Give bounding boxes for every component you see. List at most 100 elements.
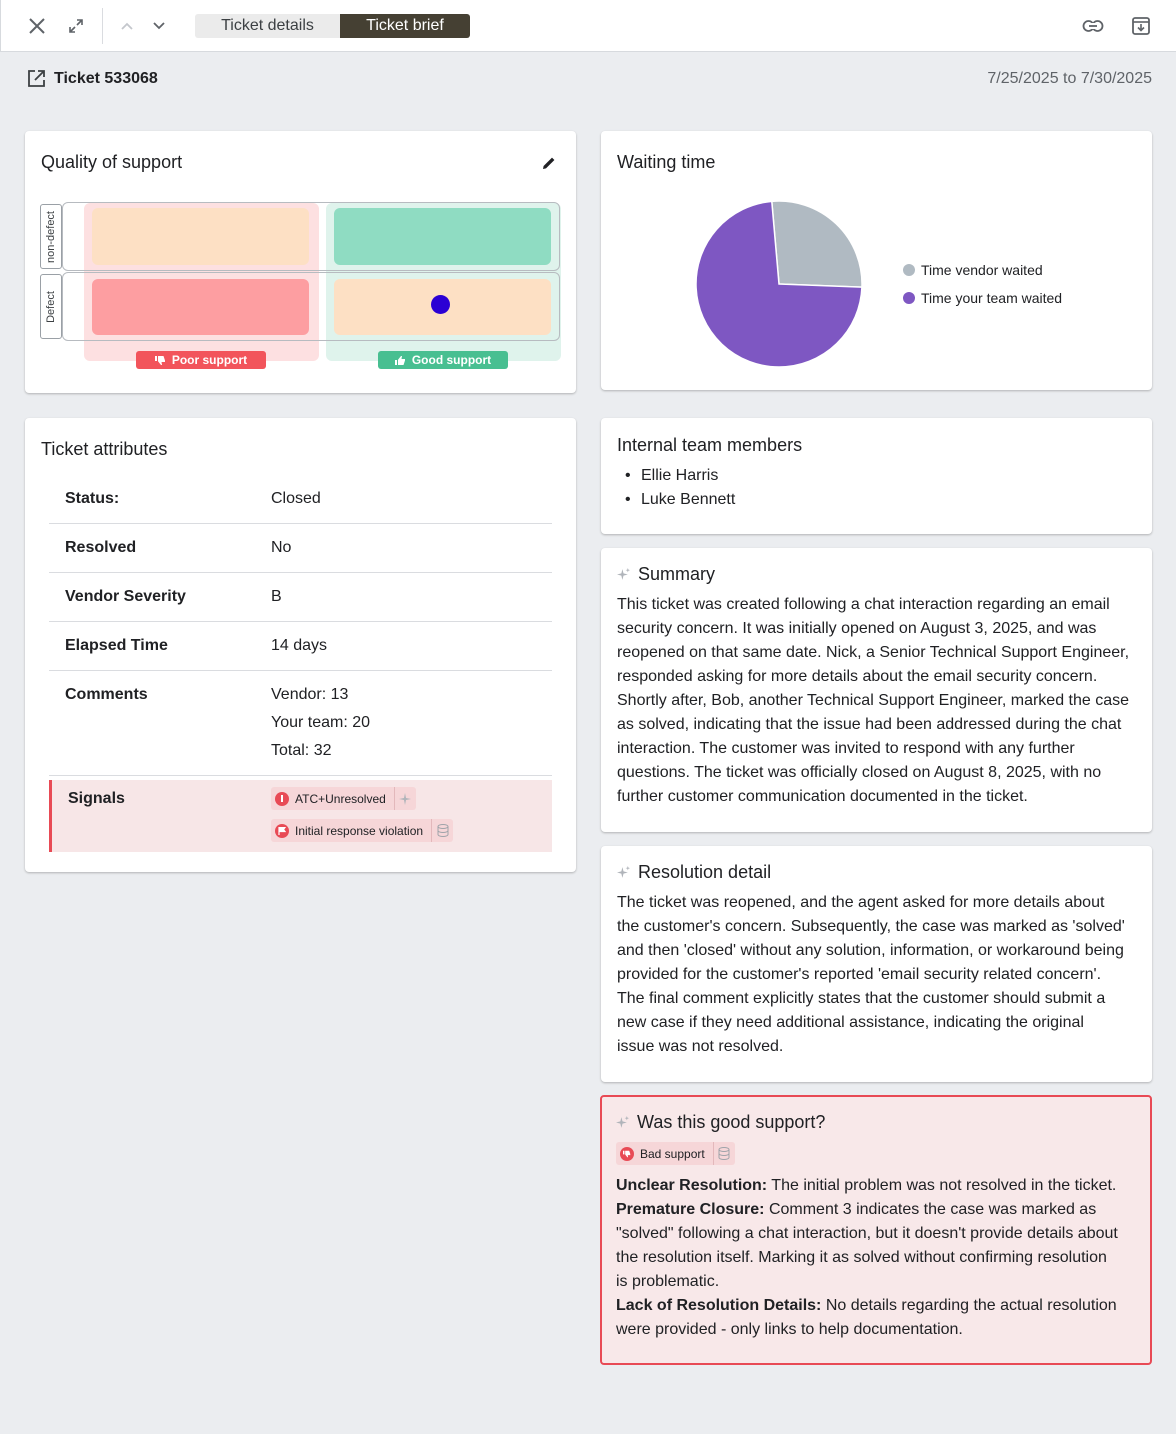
database-icon: [431, 819, 453, 842]
top-toolbar: Ticket details Ticket brief: [0, 0, 1176, 52]
pie-slice-vendor-waited: [770, 200, 863, 288]
thumbs-down-icon: [154, 355, 165, 365]
resolution-line: The final comment explicitly states that…: [617, 990, 1106, 1007]
attr-row-status: Status: Closed: [49, 474, 552, 524]
summary-line: Shortly after, Bob, another Technical Su…: [617, 692, 1130, 709]
verdict-line: "solved" following a chat interaction, b…: [616, 1225, 1118, 1242]
chevron-up-icon: [121, 22, 133, 30]
verdict-text-lack: No details regarding the actual resoluti…: [821, 1297, 1117, 1314]
attr-row-comments: Comments Vendor: 13 Your team: 20 Total:…: [49, 671, 552, 776]
open-in-new-icon[interactable]: [27, 69, 46, 88]
attr-row-resolved: Resolved No: [49, 524, 552, 573]
comments-total: Total: 32: [271, 742, 332, 759]
date-range: 7/25/2025 to 7/30/2025: [987, 70, 1152, 87]
thumbs-up-icon: [394, 355, 405, 365]
attr-value: Closed: [271, 490, 321, 507]
quality-title: Quality of support: [41, 152, 183, 172]
resolution-detail-card: Resolution detail The ticket was reopene…: [601, 846, 1152, 1082]
resolution-header: Resolution detail: [617, 862, 771, 883]
signal-chip-atc-unresolved[interactable]: ATC+Unresolved: [271, 787, 416, 810]
verdict-label-lack: Lack of Resolution Details:: [616, 1297, 822, 1314]
alert-circle-icon: [275, 791, 289, 806]
previous-button[interactable]: [115, 14, 139, 38]
badge-label: Bad support: [640, 1146, 705, 1161]
poor-support-pill: Poor support: [136, 351, 266, 369]
summary-line: questions. The ticket was officially clo…: [617, 764, 1102, 781]
ticket-attributes-card: Ticket attributes Status: Closed Resolve…: [25, 418, 576, 872]
verdict-header: Was this good support?: [616, 1112, 825, 1133]
view-tabs: Ticket details Ticket brief: [195, 14, 470, 38]
resolution-line: and then 'closed' without any solution, …: [617, 942, 1124, 959]
ai-sparkle-icon: [617, 866, 630, 878]
cell-defect-poor: [92, 279, 309, 335]
legend-label-team: Time your team waited: [921, 290, 1063, 306]
ticket-position-marker: [431, 295, 450, 314]
signal-label: ATC+Unresolved: [295, 791, 386, 806]
attr-key: Vendor Severity: [65, 588, 186, 605]
verdict-line: is problematic.: [616, 1273, 720, 1290]
verdict-line: the resolution itself. Marking it as sol…: [616, 1249, 1107, 1266]
attr-key: Status:: [65, 490, 120, 507]
resolution-line: the customer's concern. Subsequently, th…: [617, 918, 1125, 935]
summary-line: responded asking for more details about …: [617, 668, 1098, 685]
ai-sparkle-icon: [616, 1116, 629, 1128]
team-members-card: Internal team members Ellie Harris Luke …: [601, 418, 1152, 534]
expand-button[interactable]: [64, 14, 88, 38]
attr-key: Comments: [65, 686, 148, 703]
resolution-line: The ticket was reopened, and the agent a…: [617, 894, 1105, 911]
attr-row-vendor-severity: Vendor Severity B: [49, 573, 552, 622]
good-support-label: Good support: [411, 353, 492, 367]
flag-icon: [275, 823, 289, 838]
bad-support-badge[interactable]: Bad support: [616, 1142, 735, 1165]
verdict-text: Unclear Resolution: The initial problem …: [616, 1174, 1118, 1342]
thumbs-down-icon: [620, 1146, 634, 1161]
non-defect-row: [62, 202, 560, 271]
verdict-label-unclear: Unclear Resolution:: [616, 1177, 768, 1194]
verdict-line: Lack of Resolution Details: No details r…: [616, 1294, 1118, 1318]
summary-card: Summary This ticket was created followin…: [601, 548, 1152, 832]
summary-line: interaction. The customer was invited to…: [617, 740, 1075, 757]
row-label-non-defect: non-defect: [40, 204, 62, 269]
verdict-line: Unclear Resolution: The initial problem …: [616, 1174, 1118, 1198]
verdict-text-unclear: The initial problem was not resolved in …: [767, 1177, 1117, 1194]
pencil-icon: [543, 157, 555, 169]
verdict-title: Was this good support?: [637, 1112, 826, 1132]
verdict-line: Premature Closure: Comment 3 indicates t…: [616, 1198, 1118, 1222]
row-label-defect: Defect: [40, 274, 62, 339]
team-members-list: Ellie Harris Luke Bennett: [617, 464, 735, 512]
copy-link-button[interactable]: [1080, 14, 1106, 38]
expand-icon: [69, 19, 83, 33]
summary-line: as solved, indicating that the issue had…: [617, 716, 1122, 733]
waiting-time-card: Waiting time Time vendor waited Time you…: [601, 131, 1152, 390]
next-button[interactable]: [147, 14, 171, 38]
close-icon: [29, 18, 45, 34]
comments-vendor: Vendor: 13: [271, 686, 349, 703]
resolution-line: new case if they need additional assista…: [617, 1014, 1084, 1031]
edit-button[interactable]: [537, 151, 561, 175]
summary-line: security concern. It was initially opene…: [617, 620, 1097, 637]
summary-header: Summary: [617, 564, 715, 585]
summary-title: Summary: [638, 564, 716, 584]
archive-button[interactable]: [1129, 14, 1153, 38]
good-support-verdict-card: Was this good support? Bad support Uncle…: [600, 1095, 1152, 1365]
attr-value: B: [271, 588, 282, 605]
signal-chip-initial-response-violation[interactable]: Initial response violation: [271, 819, 454, 842]
summary-text: This ticket was created following a chat…: [617, 593, 1129, 809]
ticket-header: Ticket 533068: [27, 69, 158, 88]
tab-ticket-brief[interactable]: Ticket brief: [340, 14, 470, 38]
tab-ticket-details[interactable]: Ticket details: [195, 14, 340, 38]
cell-non-defect-poor: [92, 208, 309, 265]
close-button[interactable]: [25, 14, 49, 38]
attr-key: Elapsed Time: [65, 637, 168, 654]
summary-line: further customer communication documente…: [617, 788, 1028, 805]
legend-dot-vendor: [903, 264, 915, 276]
pie-slice-team-waited: [695, 200, 863, 368]
resolution-line: issue was not resolved.: [617, 1038, 784, 1055]
link-icon: [1082, 20, 1104, 32]
team-member: Luke Bennett: [617, 488, 735, 512]
resolution-text: The ticket was reopened, and the agent a…: [617, 891, 1125, 1059]
signal-label: Initial response violation: [295, 823, 424, 838]
team-members-title: Internal team members: [617, 435, 803, 455]
summary-line: This ticket was created following a chat…: [617, 596, 1110, 613]
attr-key: Signals: [68, 790, 125, 807]
